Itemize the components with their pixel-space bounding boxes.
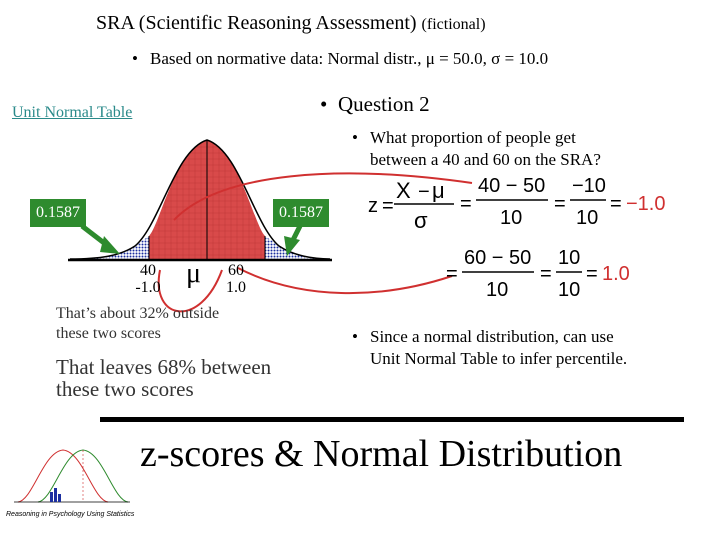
svg-text:−: − — [418, 181, 430, 203]
svg-text:z: z — [368, 195, 378, 217]
svg-text:1.0: 1.0 — [602, 263, 630, 285]
svg-text:10: 10 — [500, 207, 522, 229]
svg-text:=: = — [382, 195, 394, 217]
svg-text:μ: μ — [432, 178, 445, 203]
bullet-icon: • — [132, 49, 138, 68]
svg-text:−1.0: −1.0 — [626, 193, 665, 215]
slide-title: SRA (Scientific Reasoning Assessment) (f… — [96, 12, 486, 34]
mu-label: μ — [186, 258, 202, 289]
svg-text:10: 10 — [576, 207, 598, 229]
bullet-icon: • — [352, 128, 358, 147]
divider — [100, 417, 684, 422]
svg-text:=: = — [460, 193, 472, 215]
svg-text:40 − 50: 40 − 50 — [478, 175, 545, 197]
since-note: • Since a normal distribution, can use Un… — [352, 327, 628, 368]
title-suffix: (fictional) — [421, 16, 486, 33]
svg-text:=: = — [586, 263, 598, 285]
section-title: z-scores & Normal Distribution — [140, 433, 623, 475]
course-logo — [14, 449, 130, 503]
z-formula: z = X − μ σ = 40 − 50 10 = −10 10 = −1.0… — [368, 175, 665, 301]
svg-text:10: 10 — [486, 279, 508, 301]
svg-text:10: 10 — [558, 279, 580, 301]
credit-text: Reasoning in Psychology Using Statistics — [6, 511, 135, 518]
svg-text:10: 10 — [558, 247, 580, 269]
outside-note: That’s about 32% outside these two score… — [56, 305, 220, 342]
unit-normal-table-link[interactable]: Unit Normal Table — [12, 104, 133, 121]
left-tail-value: 0.1587 — [30, 199, 86, 227]
bullet-icon: • — [320, 92, 328, 116]
connector-arc-right — [237, 267, 453, 295]
bullet-icon: • — [352, 327, 358, 346]
right-score-label: 60 1.0 — [226, 262, 246, 296]
svg-text:−10: −10 — [572, 175, 606, 197]
connector-arc-top — [173, 172, 473, 221]
svg-text:60 − 50: 60 − 50 — [464, 247, 531, 269]
connector-arc-left — [157, 269, 223, 313]
right-tail-value: 0.1587 — [273, 199, 329, 227]
between-note: That leaves 68% between these two scores — [56, 355, 272, 401]
right-tail-area — [265, 236, 330, 259]
question-heading: • Question 2 — [320, 92, 430, 116]
svg-text:σ: σ — [414, 208, 428, 233]
left-score-label: 40 -1.0 — [135, 262, 161, 296]
svg-text:=: = — [540, 263, 552, 285]
svg-text:=: = — [554, 193, 566, 215]
svg-text:X: X — [396, 178, 411, 203]
question-text: • What proportion of people get between a… — [352, 128, 601, 169]
svg-text:=: = — [610, 193, 622, 215]
subtitle: • Based on normative data: Normal distr.,… — [132, 49, 549, 68]
left-tail-area — [70, 236, 149, 259]
svg-text:=: = — [446, 263, 458, 285]
